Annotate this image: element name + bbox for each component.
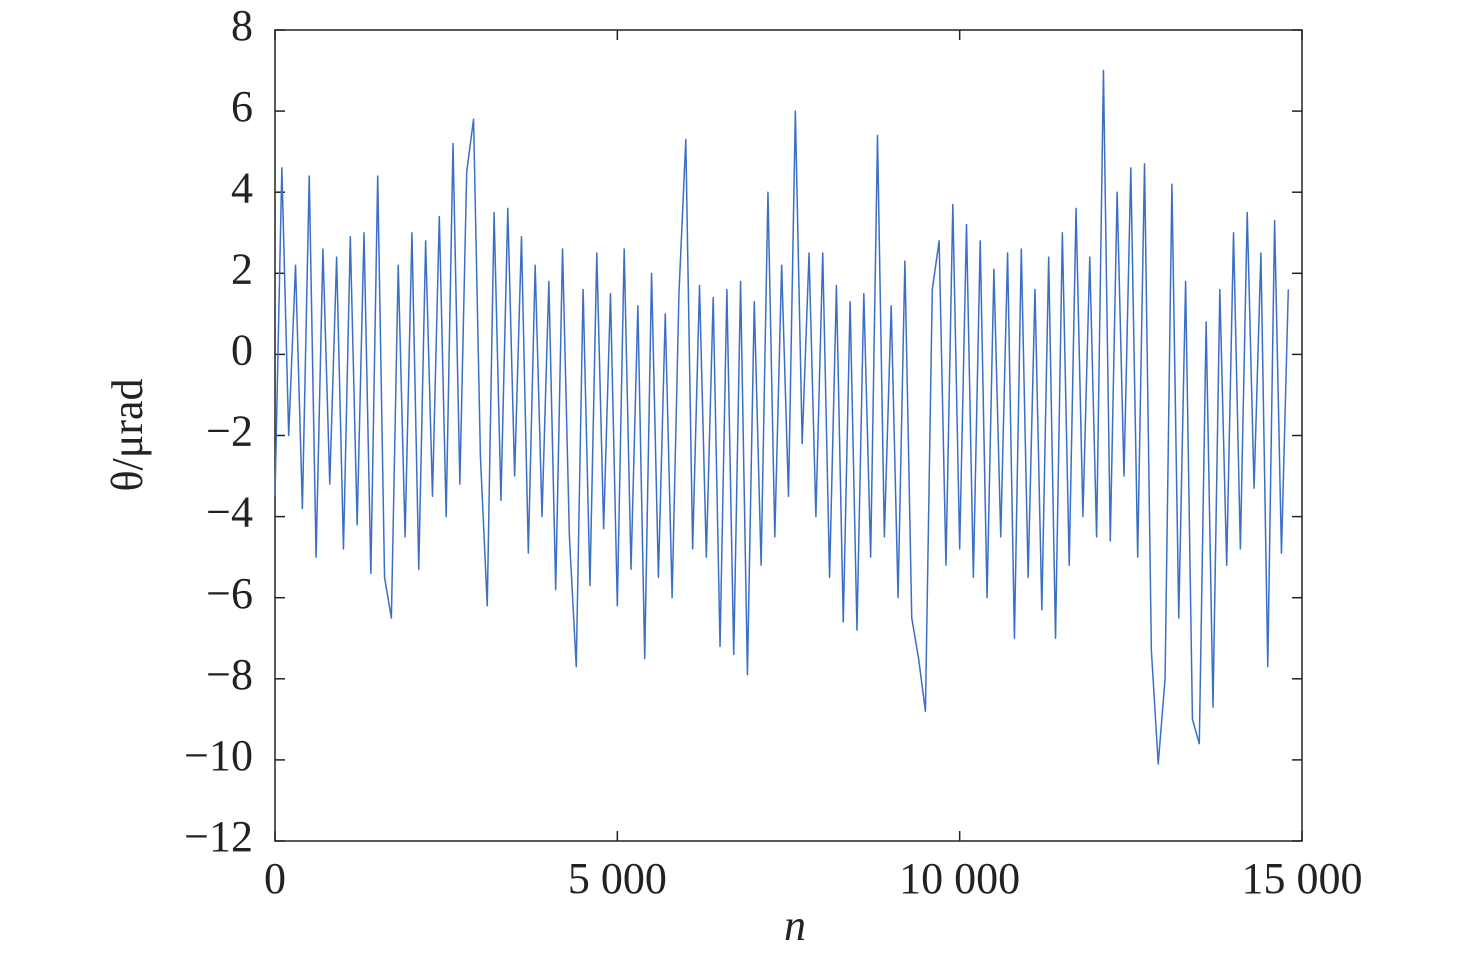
y-tick-label: −2 [206,407,253,456]
y-tick-label: −12 [184,812,253,861]
y-tick-label: −8 [206,650,253,699]
y-tick-label: −4 [206,488,253,537]
x-axis-label: n [784,901,806,950]
y-tick-label: 8 [231,1,253,50]
y-tick-label: 4 [231,163,253,212]
x-tick-label: 15 000 [1242,854,1363,903]
x-tick-label: 0 [264,854,286,903]
data-line [274,69,1290,765]
y-tick-label: 2 [231,244,253,293]
y-tick-label: 6 [231,82,253,131]
y-tick-label: 0 [231,325,253,374]
x-tick-label: 10 000 [899,854,1020,903]
y-tick-label: −6 [206,569,253,618]
y-tick-label: −10 [184,731,253,780]
y-axis-label: θ/μrad [103,378,152,491]
x-tick-label: 5 000 [568,854,667,903]
